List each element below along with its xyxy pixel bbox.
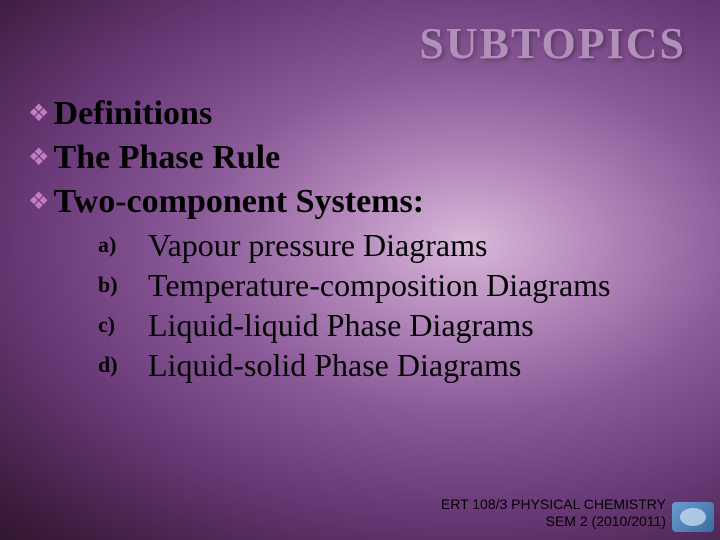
content-area: ❖ Definitions ❖ The Phase Rule ❖ Two-com… [28, 94, 692, 386]
sub-label: a) [98, 226, 148, 264]
item-text: Definitions [54, 94, 213, 134]
footer-line-2: SEM 2 (2010/2011) [441, 513, 666, 530]
sub-text: Vapour pressure Diagrams [148, 226, 487, 264]
sub-list: a) Vapour pressure Diagrams b) Temperatu… [98, 226, 692, 384]
footer: ERT 108/3 PHYSICAL CHEMISTRY SEM 2 (2010… [441, 496, 666, 530]
sub-label: d) [98, 346, 148, 384]
sub-list-item: a) Vapour pressure Diagrams [98, 226, 692, 264]
sub-label: c) [98, 306, 148, 344]
sub-list-item: b) Temperature-composition Diagrams [98, 266, 692, 304]
sub-text: Temperature-composition Diagrams [148, 266, 611, 304]
logo-icon [672, 502, 714, 532]
list-item: ❖ Definitions [28, 94, 692, 134]
item-text: Two-component Systems: [54, 182, 425, 222]
diamond-bullet-icon: ❖ [28, 94, 50, 134]
sub-text: Liquid-solid Phase Diagrams [148, 346, 521, 384]
sub-text: Liquid-liquid Phase Diagrams [148, 306, 534, 344]
footer-line-1: ERT 108/3 PHYSICAL CHEMISTRY [441, 496, 666, 513]
sub-label: b) [98, 266, 148, 304]
list-item: ❖ The Phase Rule [28, 138, 692, 178]
sub-list-item: c) Liquid-liquid Phase Diagrams [98, 306, 692, 344]
diamond-bullet-icon: ❖ [28, 138, 50, 178]
sub-list-item: d) Liquid-solid Phase Diagrams [98, 346, 692, 384]
diamond-bullet-icon: ❖ [28, 182, 50, 222]
slide: SUBTOPICS ❖ Definitions ❖ The Phase Rule… [0, 0, 720, 540]
list-item: ❖ Two-component Systems: [28, 182, 692, 222]
slide-title: SUBTOPICS [419, 18, 686, 69]
item-text: The Phase Rule [54, 138, 281, 178]
